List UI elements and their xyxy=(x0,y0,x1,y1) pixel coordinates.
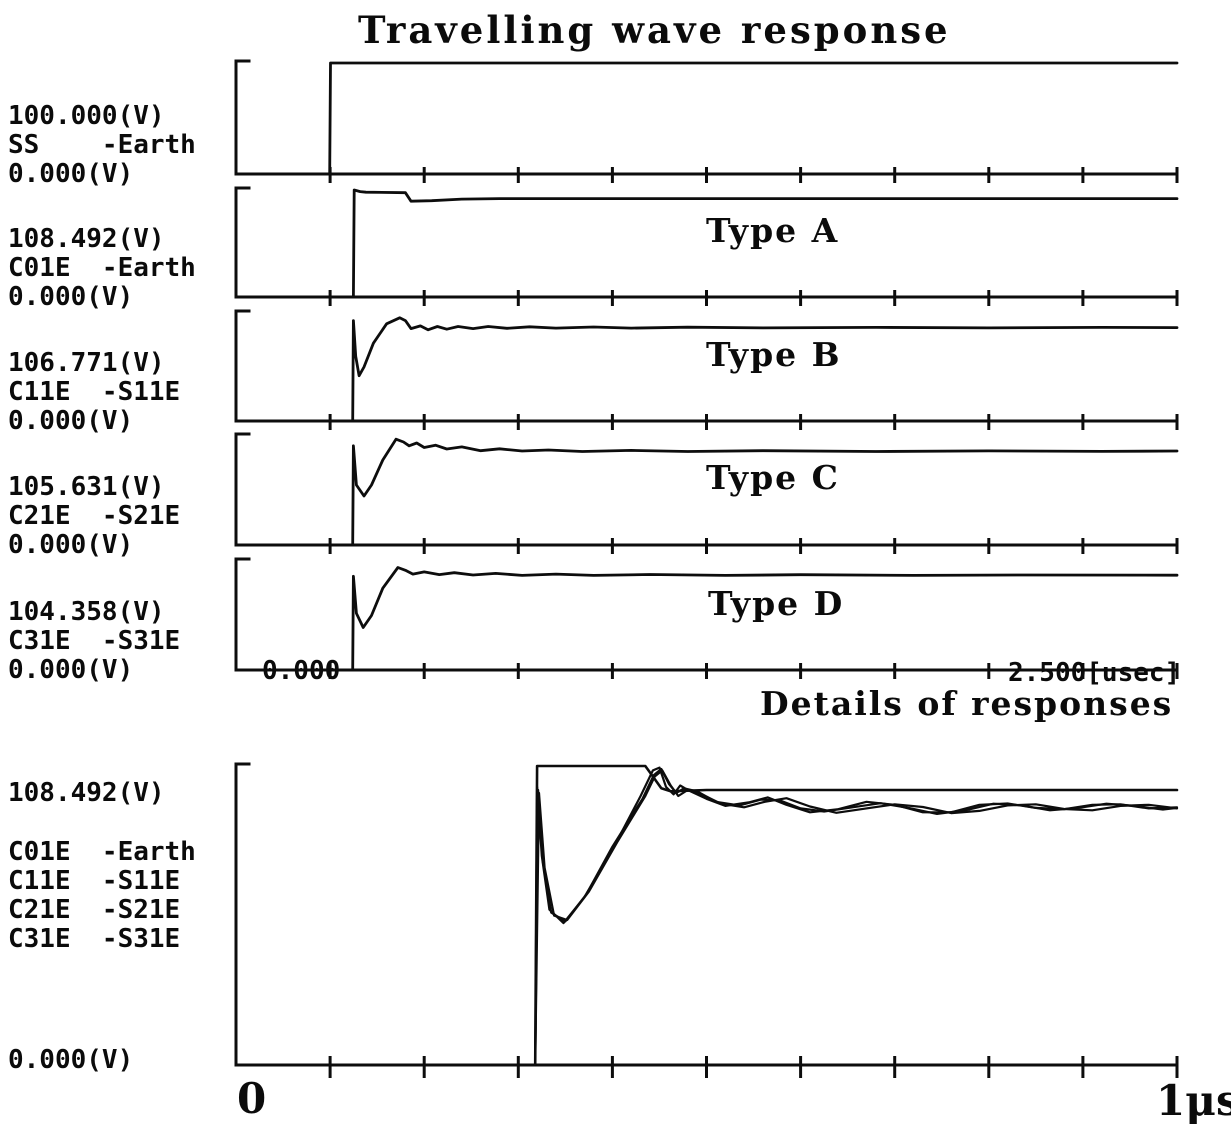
detail-legend-c11e: C11E -S11E xyxy=(8,866,181,896)
panel2-min-label: 0.000(V) xyxy=(8,282,134,312)
panel1-signal-label: SS -Earth xyxy=(8,130,196,160)
detail-xaxis-start-label: 0 xyxy=(237,1074,267,1123)
panel4-max-label: 105.631(V) xyxy=(8,472,165,502)
panel1-min-label: 0.000(V) xyxy=(8,159,134,189)
panel5-max-label: 104.358(V) xyxy=(8,597,165,627)
top-chart-title: Travelling wave response xyxy=(358,8,951,52)
detail-max-label: 108.492(V) xyxy=(8,778,165,808)
panel3-min-label: 0.000(V) xyxy=(8,406,134,436)
panel4-min-label: 0.000(V) xyxy=(8,530,134,560)
detail-xaxis-end-label: 1μs xyxy=(1156,1076,1231,1125)
detail-legend-c31e: C31E -S31E xyxy=(8,924,181,954)
panel3-signal-label: C11E -S11E xyxy=(8,377,181,407)
type-d-annotation: Type D xyxy=(708,584,845,623)
panel1-max-label: 100.000(V) xyxy=(8,101,165,131)
detail-chart-title: Details of responses xyxy=(760,684,1174,723)
detail-legend-c21e: C21E -S21E xyxy=(8,895,181,925)
type-c-annotation: Type C xyxy=(706,458,840,497)
top-xaxis-start-label: 0.000 xyxy=(262,656,341,686)
panel3-max-label: 106.771(V) xyxy=(8,348,165,378)
panel2-max-label: 108.492(V) xyxy=(8,224,165,254)
type-a-annotation: Type A xyxy=(706,211,840,250)
detail-legend-c01e: C01E -Earth xyxy=(8,837,196,867)
type-b-annotation: Type B xyxy=(706,335,842,374)
detail-min-label: 0.000(V) xyxy=(8,1045,134,1075)
panel5-signal-label: C31E -S31E xyxy=(8,626,181,656)
panel5-min-label: 0.000(V) xyxy=(8,655,134,685)
top-xaxis-end-label: 2.500[usec] xyxy=(1008,658,1181,688)
panel2-signal-label: C01E -Earth xyxy=(8,253,196,283)
panel4-signal-label: C21E -S21E xyxy=(8,501,181,531)
